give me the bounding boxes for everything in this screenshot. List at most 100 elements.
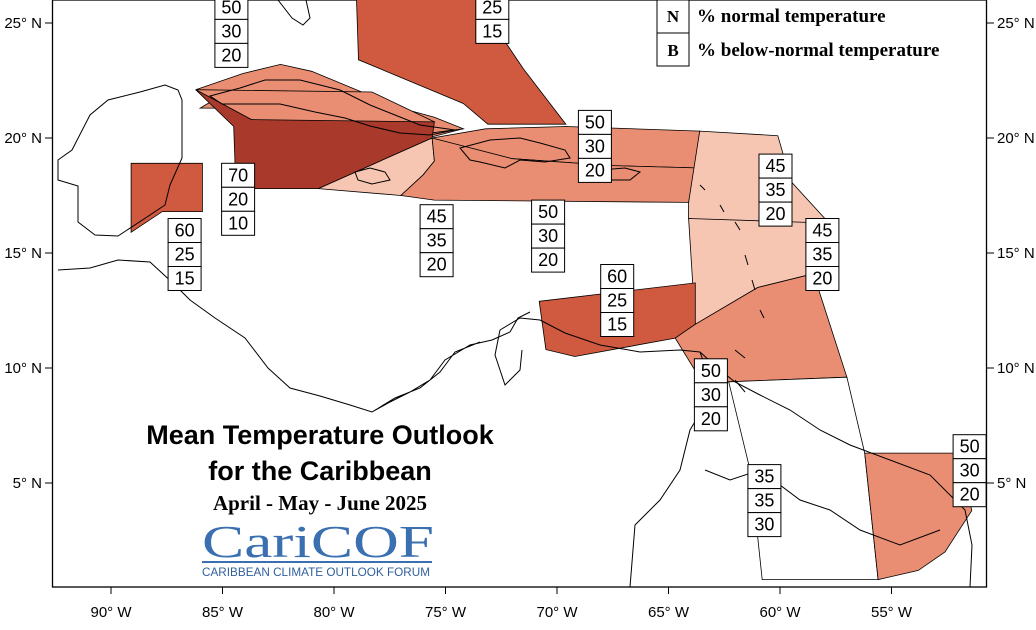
x-tick-label: 70° W bbox=[536, 604, 578, 621]
legend-key-box-n bbox=[656, 0, 690, 34]
jamaica-coast bbox=[354, 167, 391, 185]
y-tick-label-right: 20° N bbox=[997, 130, 1035, 147]
prob-cell bbox=[221, 186, 256, 212]
prob-cell bbox=[747, 512, 782, 538]
regions-layer bbox=[130, 0, 973, 581]
legend-label-below: % below-normal temperature bbox=[697, 40, 939, 61]
hispaniola-coast bbox=[459, 137, 571, 169]
legend-key-b: B bbox=[667, 41, 678, 60]
title-period: April - May - June 2025 bbox=[213, 491, 427, 515]
logo-tagline: CARIBBEAN CLIMATE OUTLOOK FORUM bbox=[202, 567, 430, 579]
prob-value: 20 bbox=[221, 45, 241, 65]
cuba-coast bbox=[208, 79, 456, 136]
prob-cell bbox=[952, 434, 987, 460]
logo-wordmark: CariCOF bbox=[202, 516, 434, 567]
prob-value: 50 bbox=[960, 437, 980, 457]
prob-value: 25 bbox=[482, 0, 502, 17]
prob-value: 20 bbox=[701, 409, 721, 429]
prob-cell bbox=[531, 199, 566, 225]
prob-box-jamaica: 45 35 20 bbox=[419, 204, 454, 278]
prob-cell bbox=[805, 242, 840, 267]
prob-cell bbox=[577, 109, 612, 135]
prob-value: 20 bbox=[960, 485, 980, 505]
legend-label-normal: % normal temperature bbox=[697, 6, 886, 27]
prob-value: 60 bbox=[175, 221, 195, 241]
prob-box-northwest-caribbean: 70 20 10 bbox=[221, 162, 256, 236]
prob-box-aruba-curacao: 60 25 15 bbox=[600, 264, 635, 337]
prob-cell bbox=[419, 228, 454, 254]
prob-cell bbox=[805, 218, 840, 243]
legend-key-box-b bbox=[656, 32, 690, 67]
x-tick-label: 65° W bbox=[648, 604, 690, 621]
prob-value: 30 bbox=[538, 226, 558, 246]
y-tick-label-left: 25° N bbox=[4, 15, 42, 32]
prob-cell bbox=[167, 266, 202, 291]
axes-layer: 90° W 85° W 80° W 75° W 70° W 65° W 60° W 55° W… bbox=[4, 15, 1034, 621]
prob-value: 60 bbox=[607, 267, 627, 287]
prob-value: 50 bbox=[221, 0, 241, 17]
x-tick-label: 60° W bbox=[759, 604, 801, 621]
y-tick-label-right: 25° N bbox=[997, 15, 1035, 32]
prob-cell bbox=[531, 247, 566, 273]
prob-box-trinidad-tobago: 50 30 20 bbox=[693, 358, 728, 432]
prob-value: 50 bbox=[538, 202, 558, 222]
prob-cell bbox=[214, 18, 249, 44]
prob-value: 15 bbox=[607, 315, 627, 335]
prob-cell bbox=[221, 162, 256, 188]
x-tick-label: 80° W bbox=[313, 604, 355, 621]
y-tick-label-right: 5° N bbox=[997, 475, 1026, 492]
prob-cell bbox=[747, 464, 782, 490]
prob-value: 30 bbox=[960, 461, 980, 481]
prob-cell bbox=[577, 157, 612, 183]
x-tick-label: 85° W bbox=[202, 604, 244, 621]
legend-key-n: N bbox=[667, 7, 680, 26]
prob-cell bbox=[758, 153, 793, 179]
prob-box-belize: 60 25 15 bbox=[167, 218, 202, 291]
prob-cell bbox=[214, 42, 249, 68]
prob-cell bbox=[419, 204, 454, 230]
y-tick-label-left: 10° N bbox=[4, 360, 42, 377]
prob-value: 20 bbox=[538, 250, 558, 270]
title-line-2: for the Caribbean bbox=[208, 456, 432, 486]
prob-value: 25 bbox=[175, 245, 195, 265]
prob-cell bbox=[531, 223, 566, 249]
yucatan-coast bbox=[57, 84, 183, 237]
prob-value: 45 bbox=[765, 156, 785, 176]
coastlines bbox=[57, 0, 973, 588]
prob-value: 35 bbox=[754, 467, 774, 487]
prob-cell bbox=[693, 382, 728, 408]
south-america-coast bbox=[494, 317, 973, 588]
prob-cell bbox=[167, 218, 202, 243]
x-tick-label: 90° W bbox=[90, 604, 132, 621]
prob-box-bahamas-north-left: 50 30 20 bbox=[214, 0, 249, 68]
prob-value: 30 bbox=[585, 136, 605, 156]
prob-value: 15 bbox=[175, 269, 195, 289]
prob-cell bbox=[221, 210, 256, 236]
prob-value: 20 bbox=[228, 189, 248, 209]
prob-box-french-guiana: 50 30 20 bbox=[952, 434, 987, 508]
x-tick-label: 75° W bbox=[425, 604, 467, 621]
y-tick-label-right: 15° N bbox=[997, 245, 1035, 262]
prob-value: 35 bbox=[812, 245, 832, 265]
prob-box-guyana-suriname: 35 35 30 bbox=[747, 464, 782, 538]
prob-value: 30 bbox=[754, 515, 774, 535]
prob-box-windward-islands: 45 35 20 bbox=[805, 218, 840, 291]
y-tick-label-left: 15° N bbox=[4, 245, 42, 262]
prob-cell bbox=[747, 488, 782, 514]
prob-value: 20 bbox=[585, 160, 605, 180]
prob-value: 25 bbox=[607, 291, 627, 311]
prob-value: 30 bbox=[701, 385, 721, 405]
prob-cell bbox=[805, 266, 840, 291]
prob-value: 20 bbox=[812, 269, 832, 289]
prob-value: 30 bbox=[221, 21, 241, 41]
prob-value: 50 bbox=[585, 112, 605, 132]
prob-cell bbox=[167, 242, 202, 267]
prob-cell bbox=[600, 312, 635, 337]
prob-box-greater-antilles-south: 50 30 20 bbox=[531, 199, 566, 273]
prob-value: 70 bbox=[228, 165, 248, 185]
prob-box-leeward-islands: 45 35 20 bbox=[758, 153, 793, 227]
y-tick-label-left: 5° N bbox=[13, 475, 42, 492]
x-tick-label: 55° W bbox=[871, 604, 913, 621]
